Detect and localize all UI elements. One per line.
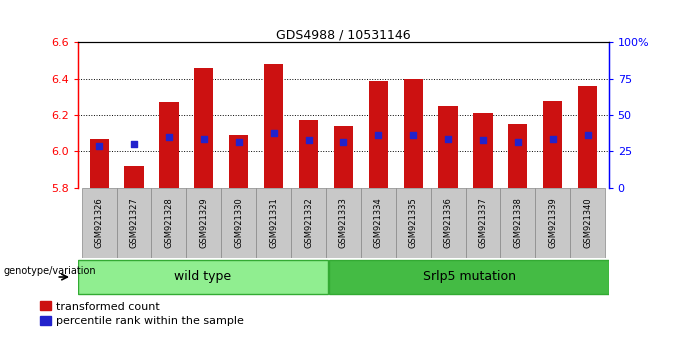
Bar: [256, 188, 291, 258]
Bar: [369, 81, 388, 188]
Bar: [430, 188, 466, 258]
Title: GDS4988 / 10531146: GDS4988 / 10531146: [276, 28, 411, 41]
Bar: [264, 64, 283, 188]
Point: [303, 138, 314, 143]
Point: [163, 134, 174, 140]
Bar: [116, 188, 152, 258]
Point: [94, 143, 105, 149]
Text: GSM921327: GSM921327: [129, 198, 139, 249]
Bar: [152, 188, 186, 258]
Bar: [229, 135, 248, 188]
Bar: [571, 188, 605, 258]
Point: [233, 139, 244, 145]
Bar: [543, 101, 562, 188]
Bar: [221, 188, 256, 258]
Text: GSM921335: GSM921335: [409, 198, 418, 249]
Text: GSM921333: GSM921333: [339, 198, 348, 249]
Text: GSM921340: GSM921340: [583, 198, 592, 249]
Bar: [194, 68, 214, 188]
Bar: [329, 260, 609, 294]
Bar: [78, 260, 328, 294]
Bar: [124, 166, 143, 188]
Bar: [396, 188, 430, 258]
Bar: [326, 188, 361, 258]
Text: GSM921326: GSM921326: [95, 198, 103, 249]
Point: [477, 138, 488, 143]
Bar: [291, 188, 326, 258]
Text: GSM921332: GSM921332: [304, 198, 313, 249]
Point: [199, 136, 209, 142]
Bar: [90, 139, 109, 188]
Text: genotype/variation: genotype/variation: [3, 267, 96, 276]
Point: [408, 132, 419, 138]
Bar: [439, 106, 458, 188]
Text: GSM921336: GSM921336: [443, 198, 453, 249]
Point: [443, 136, 454, 142]
Bar: [404, 79, 423, 188]
Text: GSM921338: GSM921338: [513, 198, 522, 249]
Bar: [334, 126, 353, 188]
Text: GSM921330: GSM921330: [234, 198, 243, 249]
Bar: [361, 188, 396, 258]
Point: [338, 139, 349, 145]
Bar: [535, 188, 571, 258]
Bar: [299, 120, 318, 188]
Point: [129, 141, 139, 147]
Bar: [159, 102, 179, 188]
Point: [582, 132, 593, 138]
Bar: [186, 188, 221, 258]
Point: [268, 130, 279, 136]
Text: Srlp5 mutation: Srlp5 mutation: [422, 270, 515, 283]
Text: wild type: wild type: [174, 270, 231, 283]
Text: GSM921329: GSM921329: [199, 198, 208, 249]
Bar: [82, 188, 116, 258]
Legend: transformed count, percentile rank within the sample: transformed count, percentile rank withi…: [39, 301, 244, 326]
Text: GSM921337: GSM921337: [479, 198, 488, 249]
Text: GSM921339: GSM921339: [548, 198, 558, 249]
Text: GSM921328: GSM921328: [165, 198, 173, 249]
Point: [547, 136, 558, 142]
Point: [373, 132, 384, 138]
Bar: [578, 86, 597, 188]
Text: GSM921334: GSM921334: [374, 198, 383, 249]
Bar: [466, 188, 500, 258]
Point: [513, 139, 524, 145]
Bar: [500, 188, 535, 258]
Bar: [473, 113, 492, 188]
Bar: [508, 124, 528, 188]
Text: GSM921331: GSM921331: [269, 198, 278, 249]
